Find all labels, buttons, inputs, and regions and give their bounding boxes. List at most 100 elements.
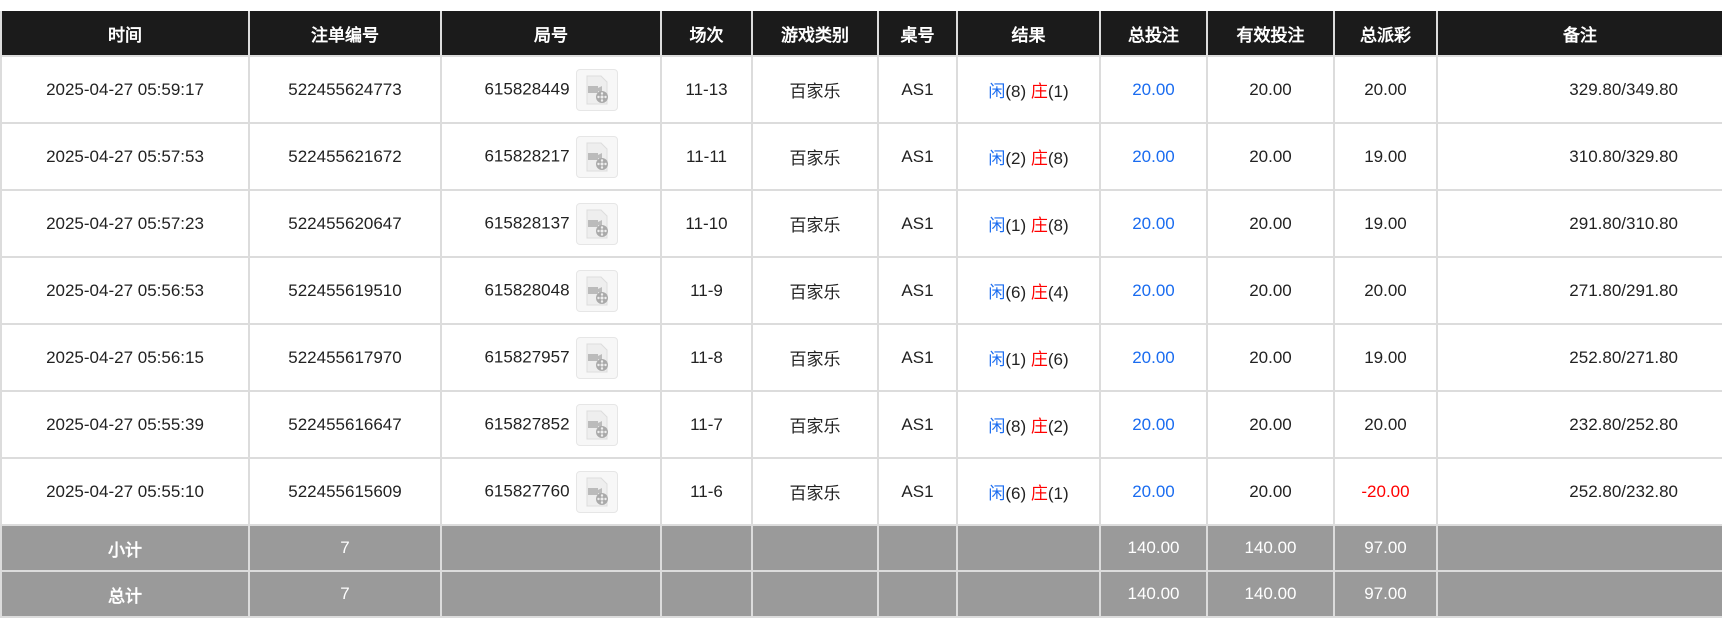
player-score: (1)	[1005, 350, 1027, 369]
total-bet: 20.00	[1099, 55, 1208, 124]
bet-time: 2025-04-27 05:56:53	[0, 256, 250, 325]
banker-label: 庄	[1030, 82, 1048, 101]
bet-records-table: 时间 注单编号 局号 场次 游戏类别 桌号 结果 总投注 有效投注 总派彩 备注 2025-04-2…	[0, 11, 1722, 618]
column-header: 有效投注	[1206, 11, 1335, 57]
result: 闲(6) 庄(4)	[956, 256, 1101, 325]
table-row: 2025-04-27 05:56:53 522455619510 6158280…	[0, 256, 1722, 325]
shoe: 11-13	[660, 55, 753, 124]
valid-bet: 20.00	[1206, 256, 1335, 325]
game-type: 百家乐	[751, 55, 879, 124]
shoe: 11-7	[660, 390, 753, 459]
shoe: 11-8	[660, 323, 753, 392]
valid-bet: 20.00	[1206, 55, 1335, 124]
bet-time: 2025-04-27 05:59:17	[0, 55, 250, 124]
banker-label: 庄	[1030, 417, 1048, 436]
player-score: (6)	[1005, 283, 1027, 302]
video-replay-icon[interactable]	[575, 135, 618, 178]
banker-score: (8)	[1047, 149, 1069, 168]
table-id: AS1	[877, 256, 958, 325]
game-type: 百家乐	[751, 390, 879, 459]
table-id: AS1	[877, 323, 958, 392]
total-bet: 20.00	[1099, 457, 1208, 526]
player-label: 闲	[988, 283, 1006, 302]
summary-label: 小计	[0, 524, 250, 572]
balance-note: 252.80/271.80	[1436, 323, 1722, 392]
round-cell: 615828137	[440, 189, 662, 258]
summary-valid-bet: 140.00	[1206, 570, 1335, 618]
player-score: (2)	[1005, 149, 1027, 168]
player-score: (8)	[1005, 417, 1027, 436]
game-type: 百家乐	[751, 256, 879, 325]
bet-id: 522455620647	[248, 189, 442, 258]
round-cell: 615828449	[440, 55, 662, 124]
payout: 20.00	[1333, 55, 1438, 124]
player-label: 闲	[988, 216, 1006, 235]
round-number: 615828449	[484, 78, 570, 98]
balance-note: 232.80/252.80	[1436, 390, 1722, 459]
banker-label: 庄	[1030, 350, 1048, 369]
valid-bet: 20.00	[1206, 323, 1335, 392]
game-type: 百家乐	[751, 122, 879, 191]
video-replay-icon[interactable]	[575, 68, 618, 111]
summary-row: 总计 7 140.00 140.00 97.00	[0, 570, 1722, 618]
banker-label: 庄	[1030, 484, 1048, 503]
video-replay-icon[interactable]	[575, 336, 618, 379]
video-replay-icon[interactable]	[575, 403, 618, 446]
total-bet: 20.00	[1099, 390, 1208, 459]
column-header: 游戏类别	[751, 11, 879, 57]
result: 闲(8) 庄(2)	[956, 390, 1101, 459]
round-number: 615827957	[484, 346, 570, 366]
round-number: 615828048	[484, 279, 570, 299]
column-header: 局号	[440, 11, 662, 57]
column-header: 总派彩	[1333, 11, 1438, 57]
payout: 19.00	[1333, 189, 1438, 258]
round-cell: 615827760	[440, 457, 662, 526]
banker-score: (1)	[1047, 484, 1069, 503]
summary-count: 7	[248, 524, 442, 572]
valid-bet: 20.00	[1206, 189, 1335, 258]
result: 闲(2) 庄(8)	[956, 122, 1101, 191]
video-replay-icon[interactable]	[575, 269, 618, 312]
total-bet: 20.00	[1099, 189, 1208, 258]
table-row: 2025-04-27 05:59:17 522455624773 6158284…	[0, 55, 1722, 124]
banker-label: 庄	[1030, 149, 1048, 168]
game-type: 百家乐	[751, 189, 879, 258]
round-cell: 615828217	[440, 122, 662, 191]
column-header: 场次	[660, 11, 753, 57]
video-replay-icon[interactable]	[575, 470, 618, 513]
player-label: 闲	[988, 82, 1006, 101]
round-number: 615828137	[484, 212, 570, 232]
summary-payout: 97.00	[1333, 524, 1438, 572]
payout: 19.00	[1333, 323, 1438, 392]
payout: 20.00	[1333, 256, 1438, 325]
table-header: 时间 注单编号 局号 场次 游戏类别 桌号 结果 总投注 有效投注 总派彩 备注	[0, 11, 1722, 57]
bet-id: 522455617970	[248, 323, 442, 392]
table-id: AS1	[877, 457, 958, 526]
valid-bet: 20.00	[1206, 122, 1335, 191]
balance-note: 310.80/329.80	[1436, 122, 1722, 191]
column-header: 总投注	[1099, 11, 1208, 57]
game-type: 百家乐	[751, 457, 879, 526]
game-type: 百家乐	[751, 323, 879, 392]
balance-note: 271.80/291.80	[1436, 256, 1722, 325]
player-label: 闲	[988, 350, 1006, 369]
column-header: 结果	[956, 11, 1101, 57]
bet-id: 522455619510	[248, 256, 442, 325]
shoe: 11-10	[660, 189, 753, 258]
balance-note: 252.80/232.80	[1436, 457, 1722, 526]
result: 闲(1) 庄(8)	[956, 189, 1101, 258]
shoe: 11-6	[660, 457, 753, 526]
summary-row: 小计 7 140.00 140.00 97.00	[0, 524, 1722, 572]
bet-time: 2025-04-27 05:55:39	[0, 390, 250, 459]
payout: 19.00	[1333, 122, 1438, 191]
result: 闲(8) 庄(1)	[956, 55, 1101, 124]
player-label: 闲	[988, 149, 1006, 168]
banker-score: (4)	[1047, 283, 1069, 302]
banker-score: (1)	[1047, 82, 1069, 101]
result: 闲(1) 庄(6)	[956, 323, 1101, 392]
bet-id: 522455624773	[248, 55, 442, 124]
payout: 20.00	[1333, 390, 1438, 459]
payout: -20.00	[1333, 457, 1438, 526]
video-replay-icon[interactable]	[575, 202, 618, 245]
bet-time: 2025-04-27 05:57:23	[0, 189, 250, 258]
